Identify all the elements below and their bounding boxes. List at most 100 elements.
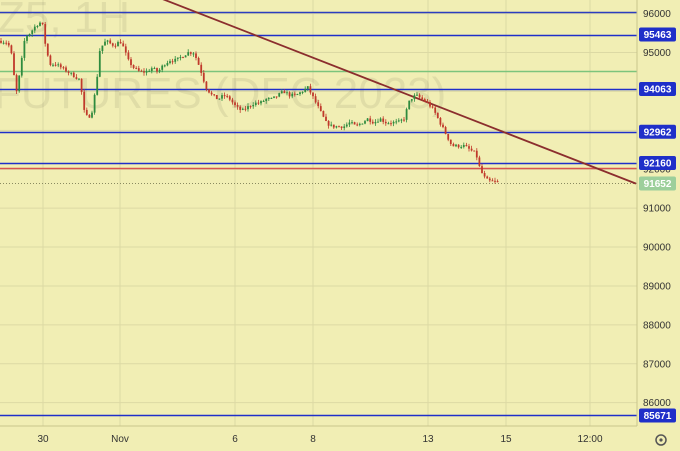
candle [335,125,338,129]
candle-body [262,100,265,102]
candle [62,66,65,70]
candle [338,125,340,128]
candle-body [143,71,145,73]
candle [325,113,327,122]
candle-body [41,22,44,25]
level-price-label: 92160 [639,156,676,171]
candle [80,78,83,95]
candle [449,139,452,146]
candle-body [470,148,473,151]
candle-body [455,144,457,147]
candle-body [127,52,130,60]
candle-body [137,68,140,71]
candle-body [460,146,463,148]
last-price-label: 91652 [639,176,676,191]
candle [366,118,369,122]
candle-body [135,67,138,69]
candle-body [278,93,281,97]
candle [88,114,91,118]
candle-body [65,67,67,72]
candle [140,69,143,72]
candle-body [301,91,304,93]
candle [267,97,270,102]
candle [197,56,200,66]
candle [114,43,117,49]
candle [371,119,374,125]
candle-body [57,64,60,66]
candle [52,63,54,67]
candle [260,100,262,106]
candle [478,155,481,167]
candle [124,43,127,56]
candle-body [283,91,286,94]
candle-body [483,173,486,177]
candle-body [119,42,122,44]
candle-body [410,99,413,101]
candle-body [473,150,476,152]
candle-body [496,181,499,183]
candle-body [319,106,322,112]
candle-body [267,98,270,100]
candle [257,99,260,106]
candle-body [106,40,109,42]
candle-body [462,145,465,147]
candle-body [481,166,483,174]
settings-icon[interactable] [655,434,667,446]
candle-body [371,121,374,124]
candle [460,145,463,150]
candle [46,43,49,57]
candle-body [241,108,244,110]
candle-body [244,108,247,110]
candle [166,60,169,67]
price-levels [0,11,637,417]
candle-body [335,126,338,128]
candle-body [2,42,5,44]
x-tick-label: 30 [37,434,49,445]
x-tick-label: Nov [111,434,129,445]
candle [49,54,52,67]
candle-body [395,121,398,123]
candle [7,40,10,48]
candle [447,133,450,142]
candle [369,115,372,125]
candle-body [275,96,278,98]
y-tick-label: 91000 [643,204,671,215]
candle [488,176,491,183]
candle-body [351,122,353,124]
candle-body [343,126,346,129]
trendline[interactable] [160,0,637,185]
candle [205,80,208,92]
candle-body [189,52,192,54]
time-axis[interactable]: 30 Nov 6 8 13 15 12:00 [37,434,603,445]
candle [93,93,96,115]
candle [202,70,205,84]
candle [5,40,8,46]
candle [384,119,387,126]
candle [491,178,494,182]
candle-body [202,72,205,82]
candle [39,21,41,27]
candle-body [423,99,426,102]
candle-body [111,43,114,46]
candle-body [486,176,489,179]
candle-body [36,25,39,27]
candle-body [397,120,400,122]
candle [439,116,442,127]
candle [130,56,132,68]
candle [340,126,343,130]
candle [312,92,314,100]
candle-body [91,112,93,118]
candle [26,34,28,44]
candle-body [161,65,164,70]
level-label-text: 94063 [644,84,672,95]
candle [192,51,195,57]
candle [465,142,468,147]
candle [41,22,44,26]
candle-body [93,94,96,113]
candle-body [358,123,361,125]
last-price-badge [639,176,676,191]
candle [361,123,364,125]
candle-body [317,102,320,107]
